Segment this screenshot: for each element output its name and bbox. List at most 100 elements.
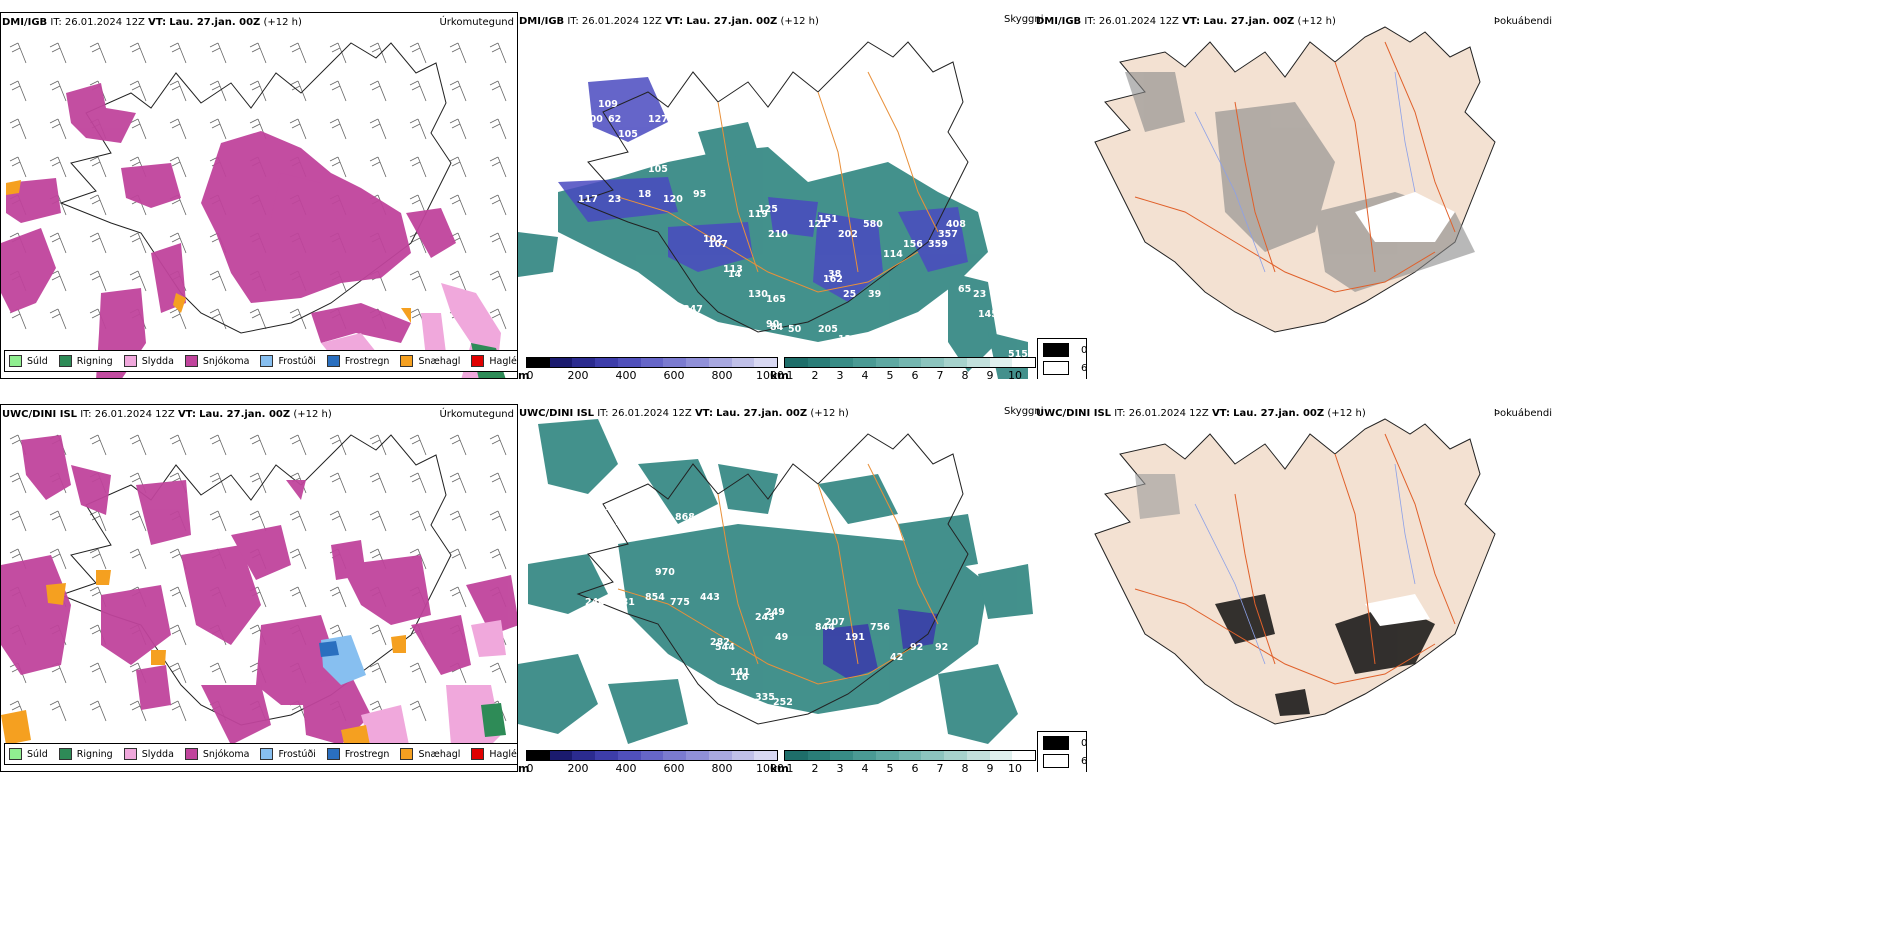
visibility-label: 105 bbox=[648, 164, 668, 175]
colorbar-segment bbox=[527, 358, 550, 367]
wind-barb bbox=[209, 270, 227, 292]
road-network bbox=[617, 71, 939, 293]
visibility-label: 131 bbox=[615, 597, 635, 608]
wind-barb bbox=[49, 80, 67, 102]
visibility-label: 90 bbox=[766, 319, 780, 330]
wind-barb bbox=[49, 232, 67, 254]
colorbar-segment bbox=[944, 751, 967, 760]
legend-item: Snæhagl bbox=[400, 748, 460, 760]
colorbar-segment bbox=[989, 751, 1013, 760]
visibility-label: 92 bbox=[935, 642, 948, 653]
visibility-label: 50 bbox=[788, 324, 802, 335]
legend-item: Frostregn bbox=[326, 748, 389, 760]
wind-barb bbox=[169, 118, 187, 140]
visibility-label: 16 bbox=[735, 672, 749, 683]
low-visibility-m bbox=[558, 77, 968, 302]
visibility-label: 408 bbox=[946, 219, 966, 230]
wind-barb bbox=[489, 80, 507, 102]
low-visibility-m bbox=[823, 609, 938, 679]
colorbar-segment bbox=[944, 358, 967, 367]
colorbar-tick: 1000 bbox=[756, 762, 784, 772]
legend-item: Slydda bbox=[123, 748, 174, 760]
wind-barb bbox=[369, 118, 387, 140]
visibility-label: 62 bbox=[608, 114, 621, 125]
wind-barb bbox=[169, 624, 187, 646]
wind-barb bbox=[369, 624, 387, 646]
colorbar-tick: 1 bbox=[786, 369, 794, 379]
wind-barb bbox=[449, 156, 467, 178]
wind-barb bbox=[129, 700, 147, 722]
visibility-label: 335 bbox=[755, 692, 775, 703]
visibility-label: 105 bbox=[618, 129, 638, 140]
colorbar-tick: 1000 bbox=[756, 369, 784, 379]
wind-barb bbox=[369, 80, 387, 102]
low-visibility-km bbox=[518, 419, 1033, 744]
visibility-label: 18 bbox=[638, 189, 652, 200]
wind-barb bbox=[89, 700, 107, 722]
m-unit: m bbox=[518, 762, 530, 772]
visibility-label: 207 bbox=[825, 617, 845, 628]
colorbar-tick: 1 bbox=[786, 762, 794, 772]
visibility-label: 162 bbox=[823, 274, 843, 285]
visibility-label: 127 bbox=[648, 114, 668, 125]
colorbar-segment bbox=[898, 751, 922, 760]
legend-item: Snæhagl bbox=[400, 355, 460, 367]
panel-title: Úrkomutegund bbox=[439, 17, 514, 28]
panel-header: UWC/DINI ISL IT: 26.01.2024 12Z VT: Lau.… bbox=[2, 409, 332, 420]
colorbar-segment bbox=[785, 751, 808, 760]
colorbar-segment bbox=[807, 751, 831, 760]
colorbar-tick: 400 bbox=[615, 369, 637, 379]
wind-barb bbox=[129, 80, 147, 102]
wind-barb bbox=[449, 194, 467, 216]
wind-barb bbox=[489, 42, 507, 64]
visibility-label: 77 bbox=[777, 725, 790, 736]
visibility-label: 141 bbox=[730, 667, 750, 678]
colorbar-segment bbox=[572, 751, 596, 760]
wind-barb bbox=[169, 232, 187, 254]
visibility-label: 23 bbox=[608, 194, 621, 205]
visibility-label: 580 bbox=[863, 219, 883, 230]
wind-barb bbox=[209, 118, 227, 140]
colorbar-tick: 4 bbox=[861, 762, 869, 772]
wind-barb bbox=[329, 434, 347, 456]
wind-barb bbox=[489, 156, 507, 178]
snow-pellets-area bbox=[6, 180, 411, 323]
colorbar-tick: 400 bbox=[615, 762, 637, 772]
colorbar-segment bbox=[686, 751, 709, 760]
visibility-panel-row1: DMI/IGB IT: 26.01.2024 12Z VT: Lau. 27.j… bbox=[518, 12, 1088, 379]
wind-barb bbox=[169, 586, 187, 608]
visibility-label: 39 bbox=[868, 289, 881, 300]
wind-barb bbox=[409, 156, 427, 178]
wind-barb bbox=[409, 662, 427, 684]
cloud-panel-row1: DMI/IGB IT: 26.01.2024 12Z VT: Lau. 27.j… bbox=[1035, 12, 1555, 379]
colorbar-segment bbox=[875, 751, 899, 760]
wind-barb bbox=[289, 548, 307, 570]
wind-barb bbox=[9, 80, 27, 102]
wind-barb bbox=[209, 434, 227, 456]
wind-barb bbox=[129, 118, 147, 140]
precip-legend: Súld Rigning Slydda Snjókoma Frostúði Fr… bbox=[4, 743, 517, 765]
visibility-label: 84 bbox=[770, 322, 784, 333]
visibility-label: 38 bbox=[828, 269, 842, 280]
colorbar-tick: 200 bbox=[567, 762, 589, 772]
wind-barb bbox=[49, 510, 67, 532]
colorbar-segment bbox=[966, 358, 990, 367]
visibility-label: 202 bbox=[838, 229, 858, 240]
wind-barb bbox=[9, 510, 27, 532]
colorbar-segment bbox=[853, 358, 876, 367]
colorbar-tick: 6 bbox=[911, 762, 919, 772]
panel-title: Skyggni bbox=[1004, 406, 1044, 417]
visibility-label: 237 bbox=[773, 722, 793, 733]
colorbar-segment bbox=[898, 358, 922, 367]
wind-barb bbox=[409, 80, 427, 102]
wind-barb bbox=[409, 118, 427, 140]
wind-barb bbox=[49, 42, 67, 64]
rivers bbox=[1194, 71, 1416, 273]
visibility-label: 244 bbox=[585, 597, 605, 608]
colorbar-segment bbox=[640, 358, 664, 367]
wind-barb bbox=[329, 472, 347, 494]
precip-panel-row1: DMI/IGB IT: 26.01.2024 12Z VT: Lau. 27.j… bbox=[0, 12, 518, 379]
wind-barb bbox=[449, 510, 467, 532]
